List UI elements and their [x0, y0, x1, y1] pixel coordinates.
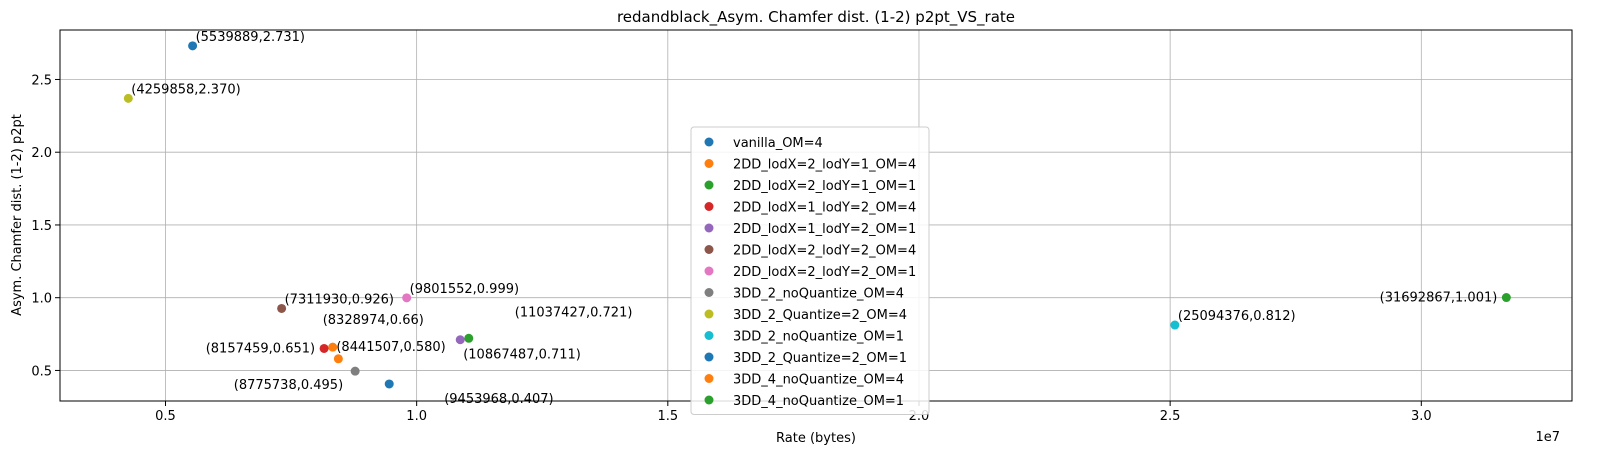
- x-axis-label: Rate (bytes): [776, 431, 856, 446]
- legend-marker: [704, 223, 714, 233]
- y-tick-label: 1.0: [31, 292, 52, 307]
- point-annotation: (8328974,0.66): [323, 313, 424, 328]
- legend-marker: [704, 309, 714, 319]
- data-point: [188, 41, 198, 51]
- legend-marker: [704, 137, 714, 147]
- point-annotation: (8441507,0.580): [336, 340, 445, 355]
- chart-title: redandblack_Asym. Chamfer dist. (1-2) p2…: [617, 8, 1015, 27]
- data-points: [123, 41, 1511, 389]
- legend-marker: [704, 180, 714, 190]
- data-point: [1170, 320, 1180, 330]
- point-annotation: (25094376,0.812): [1178, 309, 1296, 324]
- legend-entry-label: 3DD_4_noQuantize_OM=4: [733, 373, 904, 388]
- legend-marker: [704, 288, 714, 297]
- data-point: [328, 342, 338, 352]
- data-point: [384, 379, 394, 389]
- legend-entry-label: 2DD_lodX=2_lodY=2_OM=1: [733, 265, 916, 280]
- legend-marker: [704, 395, 714, 405]
- axis-ticks: 0.5 1.0 1.5 2.0 2.5 3.00.51.01.52.02.5: [31, 73, 1431, 424]
- point-annotation: (7311930,0.926): [285, 292, 394, 307]
- legend-entry-label: 3DD_4_noQuantize_OM=1: [733, 394, 904, 409]
- point-annotation: (9801552,0.999): [410, 282, 519, 297]
- legend-marker: [704, 352, 714, 362]
- legend: vanilla_OM=4 2DD_lodX=2_lodY=1_OM=4 2DD_lo…: [690, 126, 930, 415]
- legend-entry-label: 3DD_2_noQuantize_OM=1: [733, 330, 904, 345]
- data-point: [1501, 293, 1511, 303]
- data-point: [319, 343, 329, 353]
- point-annotation: (10867487,0.711): [463, 348, 581, 363]
- data-point: [350, 366, 360, 376]
- legend-entry-label: 3DD_2_noQuantize_OM=4: [733, 287, 904, 302]
- x-axis-offset-label: 1e7: [1535, 430, 1560, 445]
- legend-entry-label: 2DD_lodX=1_lodY=2_OM=4: [733, 201, 916, 216]
- y-tick-label: 0.5: [31, 364, 52, 379]
- x-tick-label: 1.0: [406, 409, 427, 424]
- legend-entry-label: 2DD_lodX=2_lodY=1_OM=1: [733, 179, 916, 194]
- legend-box: [690, 126, 930, 415]
- y-tick-label: 2.0: [31, 146, 52, 161]
- point-annotation: (8157459,0.651): [206, 341, 315, 356]
- point-annotation: (8775738,0.495): [234, 378, 343, 393]
- point-annotation: (31692867,1.001): [1380, 291, 1498, 306]
- legend-marker: [704, 202, 714, 211]
- legend-marker: [704, 331, 714, 340]
- data-point: [333, 354, 343, 364]
- point-annotation: (11037427,0.721): [515, 305, 633, 320]
- point-annotation: (4259858,2.370): [131, 82, 240, 97]
- point-annotations: (5539889,2.731) (8328974,0.66) (11037427,0…: [131, 30, 1497, 407]
- legend-marker: [704, 245, 714, 254]
- legend-entry-label: 3DD_2_Quantize=2_OM=4: [733, 308, 907, 323]
- legend-entry-label: vanilla_OM=4: [733, 136, 823, 151]
- data-point: [402, 293, 412, 303]
- legend-marker: [704, 266, 714, 276]
- legend-marker: [704, 374, 714, 383]
- legend-entry-label: 3DD_2_Quantize=2_OM=1: [733, 351, 907, 366]
- legend-entry-label: 2DD_lodX=2_lodY=2_OM=4: [733, 244, 916, 259]
- x-tick-label: 3.0: [1411, 409, 1432, 424]
- data-point: [123, 93, 133, 103]
- x-tick-label: 0.5: [155, 409, 176, 424]
- y-tick-label: 1.5: [31, 219, 52, 234]
- x-tick-label: 1.5: [657, 409, 678, 424]
- y-tick-label: 2.5: [31, 73, 52, 88]
- legend-marker: [704, 159, 714, 168]
- point-annotation: (9453968,0.407): [444, 392, 553, 407]
- x-tick-label: 2.5: [1160, 409, 1181, 424]
- data-point: [277, 303, 287, 313]
- y-axis-label: Asym. Chamfer dist. (1-2) p2pt: [10, 114, 25, 316]
- legend-entry-label: 2DD_lodX=1_lodY=2_OM=1: [733, 222, 916, 237]
- data-point: [464, 333, 474, 343]
- data-point: [455, 335, 465, 345]
- point-annotation: (5539889,2.731): [196, 30, 305, 45]
- legend-entry-label: 2DD_lodX=2_lodY=1_OM=4: [733, 158, 916, 173]
